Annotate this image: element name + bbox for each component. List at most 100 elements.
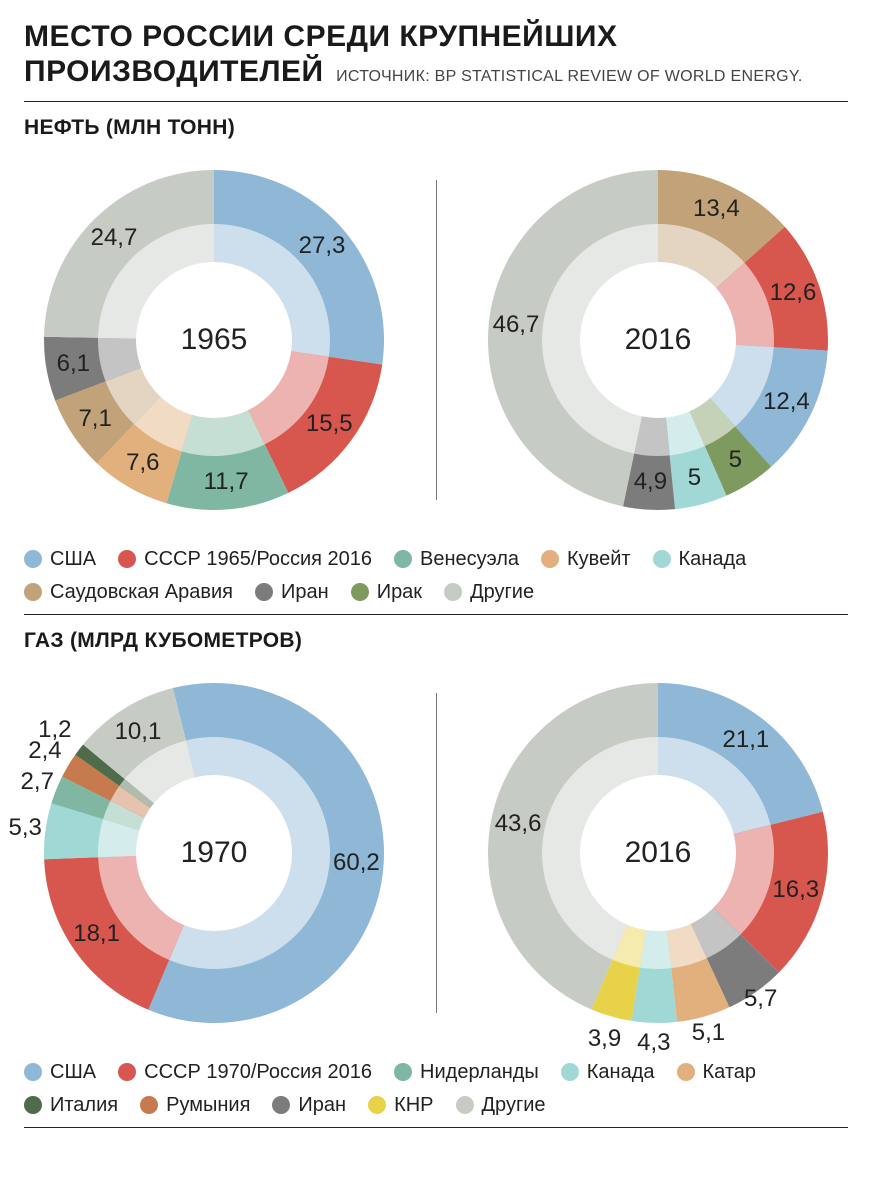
legend-label: Иран (281, 581, 329, 604)
oil-row: 196527,315,511,77,67,16,124,7 201613,412… (24, 150, 848, 530)
legend-swatch (394, 550, 412, 568)
page-title-line2: ПРОИЗВОДИТЕЛЕЙ (24, 55, 324, 88)
page-title-line1: МЕСТО РОССИИ СРЕДИ КРУПНЕЙШИХ (24, 20, 848, 55)
donut-center-label: 1965 (181, 323, 248, 357)
slice-label-ussr: 18,1 (73, 920, 120, 948)
legend-label: Другие (470, 581, 534, 604)
divider (24, 614, 848, 615)
slice-label-other: 24,7 (91, 224, 138, 252)
legend-swatch (255, 583, 273, 601)
oil-donut-2016: 201613,412,612,4554,946,7 (468, 150, 848, 530)
legend-item: Венесуэла (394, 548, 519, 571)
slice-label-kuwait: 7,6 (126, 449, 159, 477)
slice-label-nether: 2,7 (21, 768, 54, 796)
divider (24, 1127, 848, 1128)
slice-label-usa: 60,2 (333, 849, 380, 877)
slice-label-usa: 27,3 (299, 232, 346, 260)
legend-label: Другие (482, 1094, 546, 1117)
slice-label-italy: 1,2 (38, 716, 71, 744)
slice-label-iran: 4,9 (634, 468, 667, 496)
legend-item: США (24, 1061, 96, 1084)
legend-label: Канада (587, 1061, 655, 1084)
oil-donut-1965: 196527,315,511,77,67,16,124,7 (24, 150, 404, 530)
legend-swatch (653, 550, 671, 568)
legend-item: Нидерланды (394, 1061, 539, 1084)
legend-label: Иран (298, 1094, 346, 1117)
gas-section-title: ГАЗ (МЛРД КУБОМЕТРОВ) (24, 629, 848, 653)
legend-item: Саудовская Аравия (24, 581, 233, 604)
legend-label: Румыния (166, 1094, 250, 1117)
legend-label: Катар (703, 1061, 757, 1084)
legend-label: США (50, 548, 96, 571)
legend-swatch (351, 583, 369, 601)
legend-item: Другие (444, 581, 534, 604)
legend-item: Канада (561, 1061, 655, 1084)
slice-label-canada: 5 (688, 464, 701, 492)
slice-label-iraq: 5 (729, 446, 742, 474)
slice-label-usa: 21,1 (723, 726, 770, 754)
legend-label: Канада (679, 548, 747, 571)
legend-swatch (118, 1063, 136, 1081)
legend-item: СССР 1970/Россия 2016 (118, 1061, 372, 1084)
divider (24, 101, 848, 102)
legend-swatch (456, 1096, 474, 1114)
legend-swatch (394, 1063, 412, 1081)
source-label: ИСТОЧНИК: BP STATISTICAL REVIEW OF WORLD… (336, 68, 803, 85)
legend-swatch (444, 583, 462, 601)
donut-center-label: 2016 (625, 836, 692, 870)
legend-label: Ирак (377, 581, 422, 604)
slice-label-canada: 4,3 (637, 1029, 670, 1057)
legend-label: Нидерланды (420, 1061, 539, 1084)
legend-swatch (24, 550, 42, 568)
gas-row: 197060,218,15,32,72,41,210,1 201621,116,… (24, 663, 848, 1043)
legend-label: США (50, 1061, 96, 1084)
slice-label-iran: 7,1 (78, 405, 111, 433)
legend-item: СССР 1965/Россия 2016 (118, 548, 372, 571)
gas-donut-2016: 201621,116,35,75,14,33,943,6 (468, 663, 848, 1043)
slice-label-other: 10,1 (115, 718, 162, 746)
legend-item: Канада (653, 548, 747, 571)
legend-swatch (541, 550, 559, 568)
vertical-separator (436, 180, 437, 500)
legend-label: СССР 1970/Россия 2016 (144, 1061, 372, 1084)
legend-item: Катар (677, 1061, 757, 1084)
legend-item: Кувейт (541, 548, 631, 571)
legend-label: КНР (394, 1094, 433, 1117)
donut-center-label: 2016 (625, 323, 692, 357)
slice-label-other: 43,6 (495, 810, 542, 838)
legend-item: Италия (24, 1094, 118, 1117)
legend-swatch (140, 1096, 158, 1114)
slice-label-china: 3,9 (588, 1025, 621, 1053)
slice-label-other: 46,7 (493, 311, 540, 339)
legend-item: Иран (255, 581, 329, 604)
legend-swatch (24, 583, 42, 601)
slice-label-russia: 16,3 (772, 876, 819, 904)
legend-item: Иран (272, 1094, 346, 1117)
gas-donut-1970: 197060,218,15,32,72,41,210,1 (24, 663, 404, 1043)
legend-swatch (24, 1096, 42, 1114)
legend-item: Другие (456, 1094, 546, 1117)
legend-swatch (272, 1096, 290, 1114)
legend-item: КНР (368, 1094, 433, 1117)
legend-swatch (561, 1063, 579, 1081)
slice-label-usa: 12,4 (763, 388, 810, 416)
legend-label: Венесуэла (420, 548, 519, 571)
oil-legend: США СССР 1965/Россия 2016 Венесуэла Кувейт К… (24, 548, 848, 604)
legend-swatch (24, 1063, 42, 1081)
slice-label-qatar: 5,1 (692, 1019, 725, 1047)
legend-label: СССР 1965/Россия 2016 (144, 548, 372, 571)
slice-label-iraq: 6,1 (57, 350, 90, 378)
legend-label: Саудовская Аравия (50, 581, 233, 604)
slice-label-iran: 5,7 (744, 985, 777, 1013)
slice-label-saudi: 13,4 (693, 195, 740, 223)
legend-item: США (24, 548, 96, 571)
oil-section-title: НЕФТЬ (МЛН ТОНН) (24, 116, 848, 140)
legend-label: Италия (50, 1094, 118, 1117)
legend-swatch (677, 1063, 695, 1081)
legend-label: Кувейт (567, 548, 631, 571)
legend-item: Румыния (140, 1094, 250, 1117)
legend-swatch (118, 550, 136, 568)
gas-legend: США СССР 1970/Россия 2016 Нидерланды Канада… (24, 1061, 848, 1117)
slice-label-canada: 5,3 (9, 814, 42, 842)
donut-center-label: 1970 (181, 836, 248, 870)
